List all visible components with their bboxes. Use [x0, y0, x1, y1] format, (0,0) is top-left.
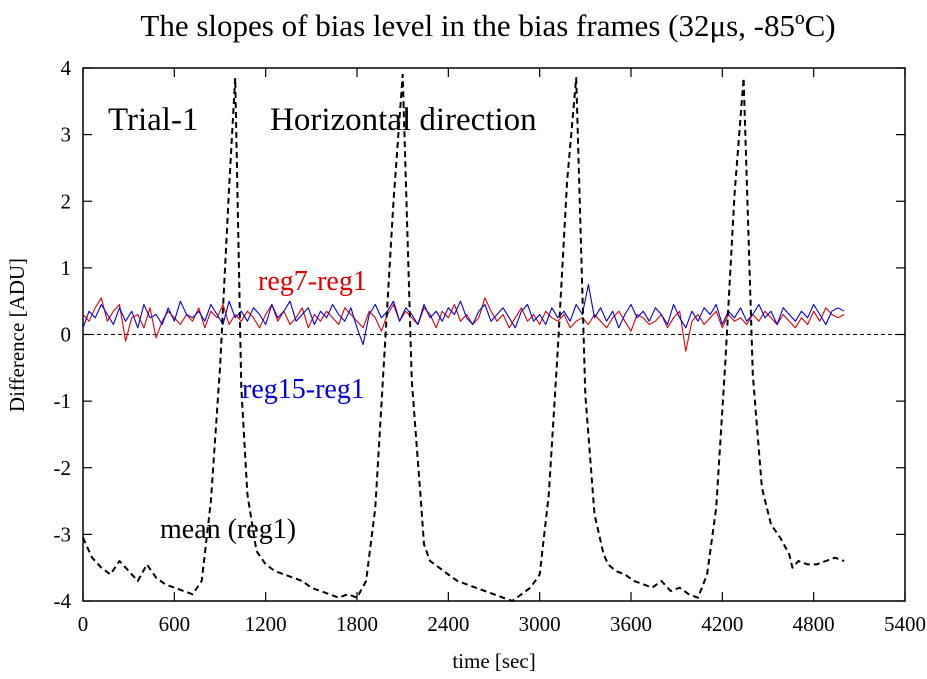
x-tick-label: 0	[78, 612, 89, 636]
series-label-reg7: reg7-reg1	[258, 266, 367, 297]
y-tick-label: 0	[61, 323, 72, 347]
x-tick-label: 600	[159, 612, 191, 636]
y-tick-label: 3	[61, 123, 72, 147]
series-label-mean: mean (reg1)	[160, 514, 296, 545]
plot-area: 0 600 1200 1800 2400 3000 3600 4200 4800 5400 -4 -3…	[54, 56, 927, 636]
axis-ticks	[82, 67, 906, 602]
y-axis-label: Difference [ADU]	[5, 258, 29, 412]
y-tick-label: -4	[54, 589, 72, 613]
series-label-reg15: reg15-reg1	[242, 374, 365, 405]
x-tick-label: 3600	[610, 612, 652, 636]
chart-title: The slopes of bias level in the bias fra…	[140, 8, 835, 43]
y-tick-label: -2	[54, 456, 72, 480]
x-tick-label: 4200	[701, 612, 743, 636]
y-tick-label: -1	[54, 389, 72, 413]
y-tick-label: 1	[61, 256, 72, 280]
x-axis-label: time [sec]	[452, 649, 535, 673]
axis-tick-labels: 0 600 1200 1800 2400 3000 3600 4200 4800 5400 -4 -3…	[54, 56, 927, 636]
y-tick-label: 2	[61, 189, 72, 213]
series-line-0	[82, 297, 845, 352]
trial-annotation: Trial-1	[108, 102, 198, 138]
x-tick-label: 1200	[245, 612, 287, 636]
x-tick-label: 4800	[793, 612, 835, 636]
series-line-2	[82, 73, 845, 602]
y-tick-label: -3	[54, 522, 72, 546]
x-tick-label: 3000	[519, 612, 561, 636]
series-line-1	[82, 283, 845, 346]
x-tick-label: 5400	[884, 612, 926, 636]
y-tick-label: 4	[61, 56, 72, 80]
direction-annotation: Horizontal direction	[270, 102, 537, 138]
series-layer	[82, 73, 845, 602]
x-tick-label: 1800	[336, 612, 378, 636]
x-tick-label: 2400	[427, 612, 469, 636]
